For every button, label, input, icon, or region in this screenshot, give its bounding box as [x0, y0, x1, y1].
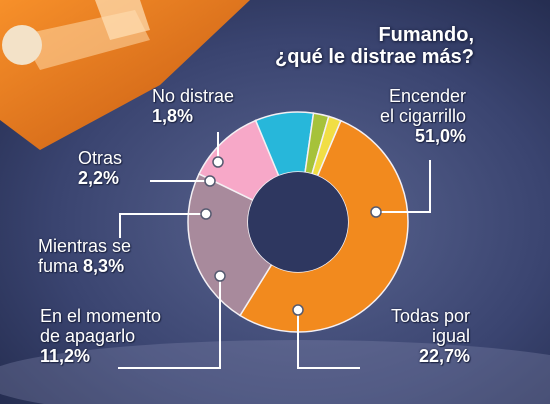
- label-apagar: En el momento de apagarlo 11,2%: [40, 306, 161, 366]
- label-nodistrae-line1: No distrae: [152, 86, 235, 106]
- donut-hole: [248, 172, 348, 272]
- label-otras-line1: Otras: [78, 148, 123, 168]
- leader-todas: [297, 310, 360, 369]
- leader-todas-dot: [292, 304, 304, 316]
- chart-title: Fumando, ¿qué le distrae más?: [275, 24, 474, 68]
- label-todas-line2: igual: [431, 326, 470, 346]
- label-apagar-line1: En el momento: [40, 306, 162, 326]
- chart-title-line2: ¿qué le distrae más?: [275, 46, 474, 68]
- label-apagar-line2: de apagarlo: [40, 326, 136, 346]
- label-encender-line1: Encender: [388, 86, 466, 106]
- background-floor-glow: [0, 340, 550, 404]
- label-encender-value: 51,0%: [414, 126, 466, 146]
- label-mientras-value: 8,3%: [83, 256, 125, 276]
- leader-encender-dot: [370, 206, 382, 218]
- box-highlight-icon: [95, 0, 150, 40]
- label-mientras-line2: fuma: [38, 256, 79, 276]
- leader-apagar-dot: [214, 270, 226, 282]
- label-todas-value: 22,7%: [418, 346, 470, 366]
- cigarette-box-illustration: [0, 0, 250, 150]
- leader-otras-dot: [204, 175, 216, 187]
- label-nodistrae: No distrae 1,8%: [152, 86, 234, 126]
- leader-apagar: [118, 276, 221, 369]
- label-otras-value: 2,2%: [78, 168, 120, 188]
- label-nodistrae-value: 1,8%: [152, 106, 194, 126]
- leader-mientras-dot: [200, 208, 212, 220]
- label-apagar-value: 11,2%: [40, 346, 91, 366]
- label-encender: Encender el cigarrillo 51,0%: [380, 86, 466, 146]
- label-encender-line2: el cigarrillo: [379, 106, 466, 126]
- label-todas-line1: Todas por: [390, 306, 470, 326]
- leader-mientras: [119, 213, 206, 238]
- label-otras: Otras 2,2%: [78, 148, 122, 188]
- chart-title-line1: Fumando,: [378, 24, 474, 46]
- label-mientras: Mientras se fuma 8,3%: [38, 236, 131, 276]
- label-todas: Todas por igual 22,7%: [391, 306, 470, 366]
- leader-lines: [118, 132, 431, 369]
- label-mientras-line1: Mientras se: [38, 236, 132, 256]
- leader-encender: [376, 160, 431, 213]
- leader-nodistrae-dot: [212, 156, 224, 168]
- cigarette-tip-icon: [2, 25, 42, 65]
